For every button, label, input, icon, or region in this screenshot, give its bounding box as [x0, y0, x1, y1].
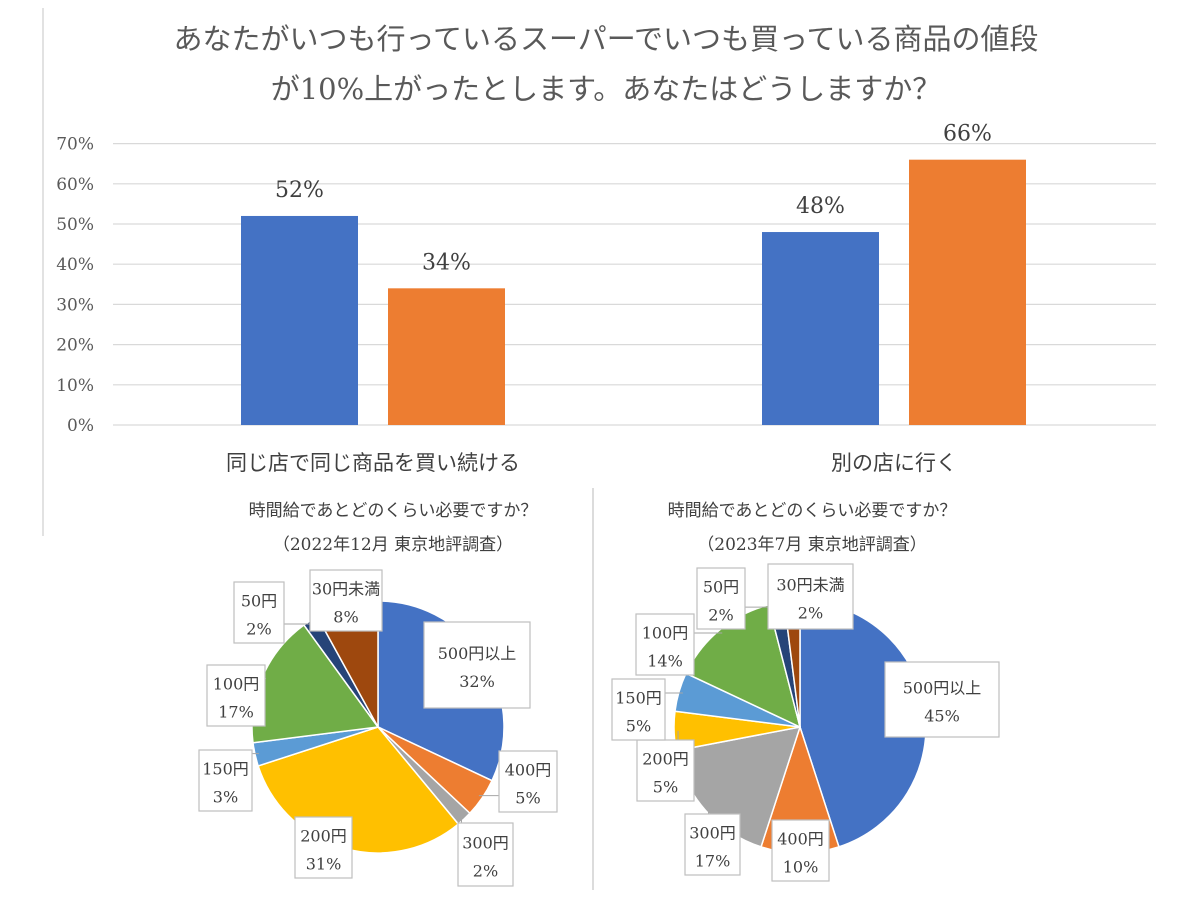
y-tick-label: 50% [56, 215, 94, 235]
slice-percent-label: 5% [626, 717, 651, 736]
slice-percent-label: 3% [213, 788, 238, 807]
pie-chart-2023: 時間給であとどのくらい必要ですか？ （2023年7月 東京地評調査） 500円以上 4… [611, 501, 1000, 882]
y-tick-label: 20% [56, 336, 94, 356]
slice-percent-label: 32% [459, 672, 495, 691]
slice-name-label: 100円 [213, 675, 260, 694]
bar [762, 232, 879, 425]
slice-name-label: 400円 [777, 830, 824, 849]
y-tick-label: 40% [56, 255, 94, 275]
slice-name-label: 50円 [703, 578, 739, 597]
callout-box [684, 813, 741, 876]
slice-percent-label: 8% [333, 608, 358, 627]
callout-box [498, 750, 558, 813]
bar-data-label: 66% [943, 122, 992, 147]
slice-percent-label: 2% [798, 604, 823, 623]
callout-box [771, 819, 830, 882]
bar-chart: 0% 10% 20% 30% 40% 50% 60% 70% 同じ店で同じ商品を買い続ける 52%… [56, 122, 1156, 475]
y-tick-label: 0% [67, 416, 94, 436]
callout-box [233, 581, 285, 644]
pie-title: 時間給であとどのくらい必要ですか？ [668, 501, 957, 521]
bar-data-label: 34% [422, 250, 471, 275]
slice-name-label: 500円以上 [438, 644, 517, 663]
callout-box [423, 621, 531, 709]
slice-name-label: 300円 [689, 824, 736, 843]
bar-data-label: 52% [275, 178, 324, 203]
slice-percent-label: 17% [695, 852, 731, 871]
bar [909, 159, 1026, 425]
slice-name-label: 150円 [615, 689, 662, 708]
slice-name-label: 200円 [642, 750, 689, 769]
callout-box [206, 664, 266, 727]
callout-box [636, 739, 695, 802]
callout-box [611, 678, 666, 741]
bar-chart-title-line2: が10%上がったとします。あなたはどうしますか？ [271, 72, 942, 106]
callout-box [457, 822, 514, 887]
slice-percent-label: 31% [306, 855, 342, 874]
slice-percent-label: 45% [924, 707, 960, 726]
slice-name-label: 50円 [241, 592, 277, 611]
pie-title: 時間給であとどのくらい必要ですか？ [249, 501, 538, 521]
pie-subtitle: （2022年12月 東京地評調査） [273, 535, 513, 555]
y-tick-label: 60% [56, 175, 94, 195]
slice-name-label: 30円未満 [776, 576, 844, 595]
callout-box [884, 661, 1000, 738]
pie-chart-2022: 時間給であとどのくらい必要ですか？ （2022年12月 東京地評調査） 500円以上… [198, 501, 558, 887]
bar [241, 215, 358, 425]
slice-percent-label: 5% [515, 789, 540, 808]
slice-name-label: 150円 [202, 760, 249, 779]
bar-data-label: 48% [796, 194, 845, 219]
x-category-label: 別の店に行く [831, 451, 957, 475]
y-tick-label: 70% [56, 135, 94, 155]
slice-name-label: 100円 [642, 624, 689, 643]
callout-box [198, 749, 253, 812]
slice-name-label: 200円 [300, 827, 347, 846]
slice-percent-label: 2% [708, 606, 733, 625]
callout-box [696, 567, 746, 630]
callout-box [309, 569, 383, 632]
callout-box [294, 816, 353, 879]
y-tick-label: 10% [56, 376, 94, 396]
y-tick-label: 30% [56, 295, 94, 315]
callout-box [635, 613, 695, 676]
slice-percent-label: 5% [653, 778, 678, 797]
bar [388, 288, 505, 425]
slice-name-label: 300円 [462, 834, 509, 853]
slice-percent-label: 10% [783, 858, 819, 877]
slice-percent-label: 17% [218, 703, 254, 722]
slice-name-label: 400円 [505, 761, 552, 780]
slice-percent-label: 14% [647, 652, 683, 671]
slice-name-label: 500円以上 [903, 679, 982, 698]
callout-box [767, 563, 854, 630]
pie-subtitle: （2023年7月 東京地評調査） [697, 535, 926, 555]
bar-chart-title-line1: あなたがいつも行っているスーパーでいつも買っている商品の値段 [173, 22, 1038, 56]
slice-percent-label: 2% [246, 620, 271, 639]
slice-percent-label: 2% [473, 862, 498, 881]
slice-name-label: 30円未満 [312, 580, 380, 599]
x-category-label: 同じ店で同じ商品を買い続ける [226, 451, 520, 475]
